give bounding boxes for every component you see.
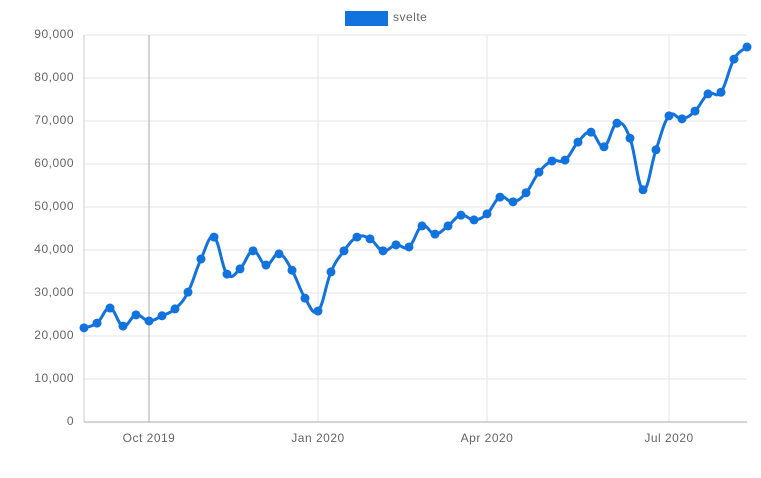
data-point bbox=[378, 246, 388, 256]
data-point bbox=[677, 114, 687, 124]
data-point bbox=[599, 142, 609, 152]
data-point bbox=[534, 167, 544, 177]
data-point bbox=[352, 232, 362, 242]
data-point bbox=[456, 210, 466, 220]
data-point bbox=[300, 293, 310, 303]
data-point bbox=[508, 197, 518, 207]
data-point bbox=[131, 310, 141, 320]
data-point bbox=[547, 156, 557, 166]
y-tick-label: 20,000 bbox=[34, 328, 74, 342]
data-point bbox=[664, 111, 674, 121]
data-point bbox=[313, 306, 323, 316]
data-point bbox=[248, 246, 258, 256]
y-tick-label: 60,000 bbox=[34, 156, 74, 170]
data-point bbox=[638, 185, 648, 195]
data-point bbox=[170, 304, 180, 314]
data-point bbox=[443, 221, 453, 231]
data-point bbox=[703, 89, 713, 99]
x-tick-label: Jul 2020 bbox=[644, 431, 693, 445]
x-tick-label: Oct 2019 bbox=[123, 431, 176, 445]
data-point bbox=[391, 240, 401, 250]
data-point bbox=[183, 287, 193, 297]
data-point bbox=[495, 192, 505, 202]
x-tick-label: Jan 2020 bbox=[291, 431, 344, 445]
legend-label: svelte bbox=[393, 10, 427, 24]
series-line bbox=[83, 45, 749, 330]
data-point bbox=[222, 269, 232, 279]
data-point bbox=[690, 106, 700, 116]
data-point bbox=[625, 133, 635, 143]
y-tick-label: 10,000 bbox=[34, 371, 74, 385]
data-point bbox=[144, 316, 154, 326]
data-point bbox=[404, 242, 414, 252]
data-point bbox=[651, 145, 661, 155]
y-tick-label: 50,000 bbox=[34, 199, 74, 213]
data-point bbox=[586, 127, 596, 137]
data-point bbox=[261, 260, 271, 270]
data-point bbox=[79, 323, 89, 333]
data-point bbox=[430, 229, 440, 239]
data-point bbox=[118, 321, 128, 331]
data-point bbox=[365, 234, 375, 244]
data-point bbox=[209, 232, 219, 242]
data-point bbox=[716, 87, 726, 97]
data-point bbox=[573, 137, 583, 147]
data-point bbox=[339, 246, 349, 256]
data-point bbox=[521, 188, 531, 198]
y-tick-label: 80,000 bbox=[34, 70, 74, 84]
y-tick-label: 30,000 bbox=[34, 285, 74, 299]
data-point bbox=[105, 303, 115, 313]
data-point bbox=[482, 209, 492, 219]
data-point bbox=[92, 318, 102, 328]
data-point bbox=[287, 265, 297, 275]
data-point bbox=[326, 267, 336, 277]
data-point bbox=[274, 249, 284, 259]
data-point bbox=[235, 264, 245, 274]
data-point bbox=[469, 215, 479, 225]
data-point bbox=[729, 54, 739, 64]
y-tick-label: 0 bbox=[67, 414, 74, 428]
data-point bbox=[417, 221, 427, 231]
data-point bbox=[612, 118, 622, 128]
y-tick-label: 40,000 bbox=[34, 242, 74, 256]
y-tick-label: 70,000 bbox=[34, 113, 74, 127]
data-point bbox=[742, 42, 752, 52]
data-point bbox=[157, 311, 167, 321]
x-tick-label: Apr 2020 bbox=[461, 431, 514, 445]
data-point bbox=[196, 254, 206, 264]
y-tick-label: 90,000 bbox=[34, 27, 74, 41]
data-point bbox=[560, 155, 570, 165]
legend-swatch bbox=[345, 11, 388, 26]
